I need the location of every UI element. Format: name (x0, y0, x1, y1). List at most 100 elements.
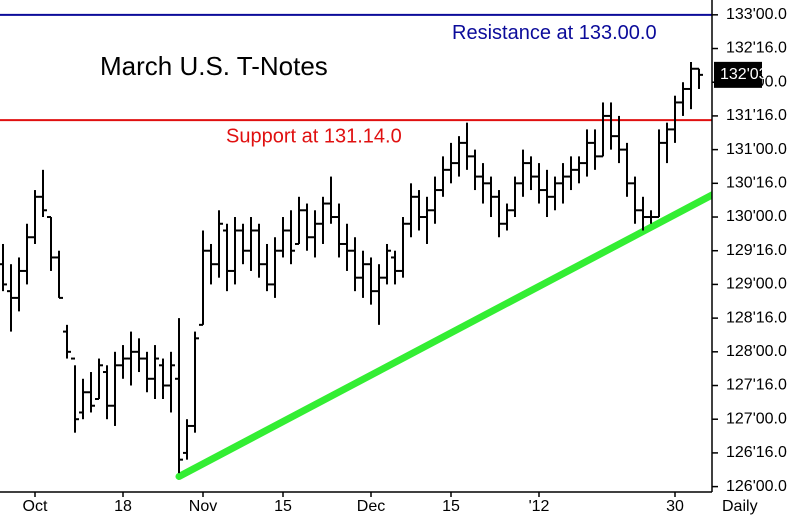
ohlc-bar (47, 216, 55, 271)
ohlc-bar (295, 196, 303, 245)
y-tick-label: 127'00.0 (726, 410, 787, 427)
y-tick-label: 127'16.0 (726, 377, 787, 394)
ohlc-bar (143, 351, 151, 393)
ohlc-bar (343, 223, 351, 271)
ohlc-bar (327, 176, 335, 224)
ohlc-bar (687, 62, 695, 110)
ohlc-bar (423, 196, 431, 244)
ohlc-bar (623, 142, 631, 197)
ohlc-bar (7, 264, 15, 332)
ohlc-bar (31, 190, 39, 244)
trendline (175, 191, 712, 480)
plot-area (0, 13, 712, 480)
ohlc-bar (279, 217, 287, 258)
ohlc-bar (695, 67, 703, 89)
ohlc-bar (399, 217, 407, 278)
y-tick-label: 129'16.0 (726, 242, 787, 259)
ohlc-bar (319, 196, 327, 244)
ohlc-bar (255, 223, 263, 278)
last-price-label: 132'03.5 (720, 66, 781, 83)
ohlc-bar (335, 203, 343, 258)
x-tick-label: 15 (442, 498, 460, 515)
ohlc-bar (263, 243, 271, 292)
ohlc-bar (647, 210, 655, 224)
ohlc-bar (663, 122, 671, 164)
ohlc-bar (159, 358, 167, 399)
ohlc-bar (655, 129, 663, 219)
ohlc-bar (271, 237, 279, 298)
ohlc-bar (639, 196, 647, 231)
ohlc-bar (375, 264, 383, 325)
ohlc-bar (407, 183, 415, 238)
ohlc-bar (359, 250, 367, 298)
y-tick-label: 126'00.0 (726, 478, 787, 495)
ohlc-bar (63, 324, 71, 359)
ohlc-bar (527, 156, 535, 191)
y-tick-label: 131'16.0 (726, 107, 787, 124)
ohlc-bar (383, 243, 391, 285)
ohlc-bar (239, 223, 247, 265)
x-tick-label: Nov (189, 498, 217, 515)
ohlc-bar (511, 176, 519, 218)
ohlc-bar (551, 176, 559, 211)
x-tick-label: '12 (529, 498, 550, 515)
ohlc-bar (231, 217, 239, 285)
support-label: Support at 131.14.0 (226, 125, 402, 147)
ohlc-bar (367, 257, 375, 305)
ohlc-bar (95, 358, 103, 400)
period-label: Daily (722, 498, 758, 515)
y-tick-label: 128'16.0 (726, 309, 787, 326)
ohlc-bar (207, 243, 215, 285)
ohlc-bar (39, 169, 47, 218)
ohlc-bar (55, 250, 63, 299)
x-tick-label: Oct (23, 498, 48, 515)
x-tick-label: 30 (666, 498, 684, 515)
ohlc-bar (167, 351, 175, 413)
ohlc-bar (455, 136, 463, 177)
ohlc-bar (495, 190, 503, 238)
ohlc-bar (0, 243, 7, 292)
ohlc-bar (287, 210, 295, 265)
ohlc-bar (575, 156, 583, 184)
ohlc-bar (615, 115, 623, 164)
ohlc-bar (23, 223, 31, 285)
y-tick-label: 126'16.0 (726, 444, 787, 461)
ohlc-bar (671, 95, 679, 143)
ohlc-bar (351, 237, 359, 292)
ohlc-bar (151, 345, 159, 399)
ohlc-bar (535, 163, 543, 204)
y-tick-label: 128'00.0 (726, 343, 787, 360)
y-tick-label: 131'00.0 (726, 141, 787, 158)
ohlc-bar (463, 122, 471, 170)
ohlc-bar (223, 223, 231, 292)
last-price-box (714, 61, 762, 88)
ohlc-bar (519, 149, 527, 197)
ohlc-bar (71, 357, 79, 433)
ohlc-bar (583, 129, 591, 177)
ohlc-bar (479, 163, 487, 204)
ohlc-bar (119, 345, 127, 379)
ohlc-bar (15, 257, 23, 312)
y-tick-label: 130'00.0 (726, 208, 787, 225)
ohlc-bar (447, 142, 455, 184)
ohlc-bar (631, 176, 639, 224)
ohlc-bar (567, 156, 575, 191)
resistance-label: Resistance at 133.00.0 (452, 22, 657, 44)
ohlc-bar (591, 129, 599, 170)
chart-title: March U.S. T-Notes (100, 51, 328, 81)
ohlc-bar (471, 149, 479, 191)
ohlc-bar (247, 217, 255, 271)
ohlc-bar (175, 318, 183, 474)
y-tick-label: 132'16.0 (726, 40, 787, 57)
ohlc-bar (111, 351, 119, 426)
ohlc-bar (415, 190, 423, 231)
ohlc-bar (431, 176, 439, 224)
ohlc-bar (599, 102, 607, 158)
ohlc-bar (135, 338, 143, 373)
ohlc-bar (127, 331, 135, 386)
x-tick-label: 15 (274, 498, 292, 515)
ohlc-bar (311, 210, 319, 258)
ohlc-bar (199, 230, 207, 326)
ohlc-bar (679, 82, 687, 116)
